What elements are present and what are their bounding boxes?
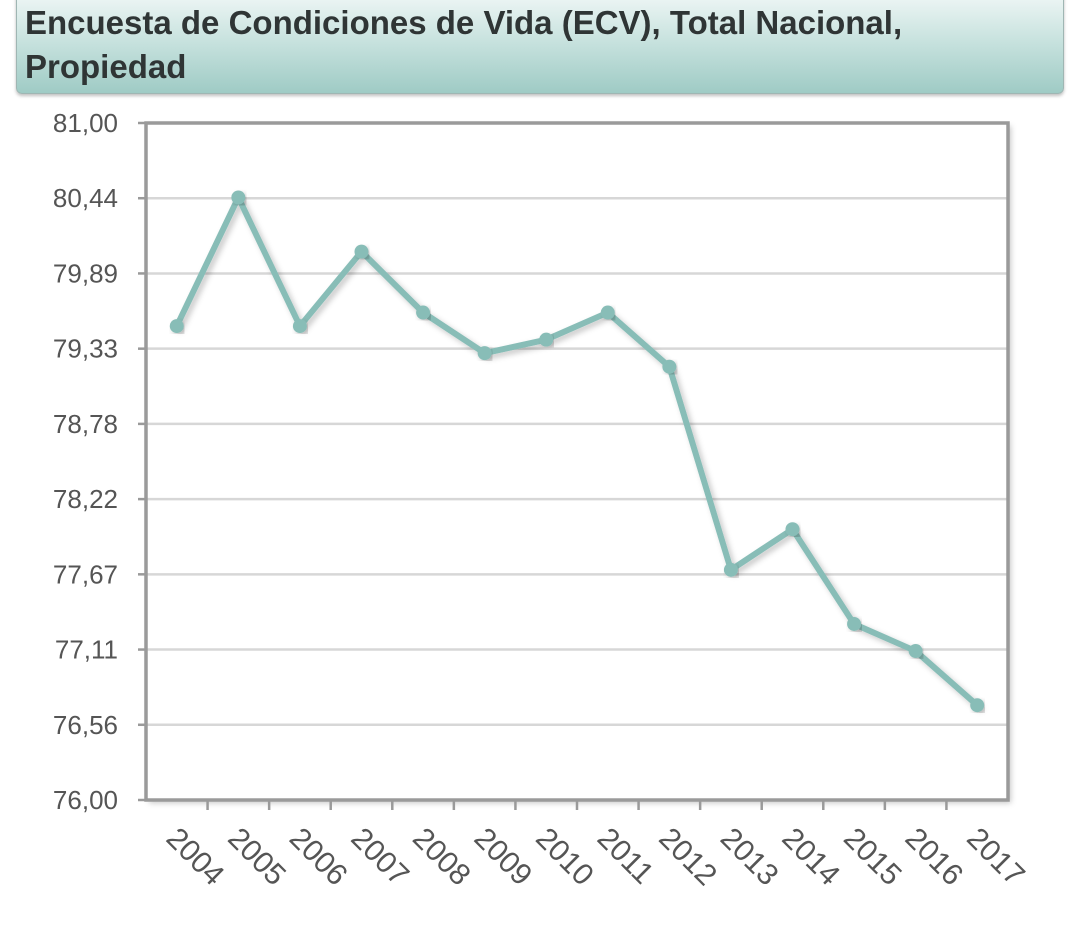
x-tick-label: 2015 bbox=[837, 822, 908, 893]
data-point bbox=[600, 305, 615, 320]
x-tick-label: 2009 bbox=[468, 822, 539, 893]
series-line bbox=[173, 194, 981, 709]
x-tick-label: 2007 bbox=[345, 822, 416, 893]
x-tick-label: 2016 bbox=[899, 822, 970, 893]
y-tick-label: 77,11 bbox=[55, 635, 118, 665]
data-point bbox=[416, 305, 431, 320]
data-point bbox=[354, 244, 369, 259]
chart-title-bar: Encuesta de Condiciones de Vida (ECV), T… bbox=[16, 0, 1064, 94]
data-point bbox=[539, 332, 554, 347]
y-tick-label: 81,00 bbox=[53, 108, 118, 138]
x-tick-label: 2014 bbox=[776, 822, 847, 893]
data-point bbox=[292, 319, 307, 334]
data-point bbox=[477, 346, 492, 361]
data-point bbox=[169, 319, 184, 334]
plot-border bbox=[144, 121, 1010, 802]
y-tick-label: 79,33 bbox=[53, 334, 118, 364]
data-point bbox=[785, 522, 800, 537]
data-point bbox=[723, 562, 738, 577]
x-tick-label: 2017 bbox=[960, 822, 1031, 893]
x-tick-label: 2013 bbox=[714, 822, 785, 893]
y-tick-label: 77,67 bbox=[53, 559, 118, 589]
y-tick-label: 78,78 bbox=[53, 409, 118, 439]
x-tick-label: 2010 bbox=[529, 822, 600, 893]
y-tick-label: 80,44 bbox=[53, 183, 118, 213]
y-tick-label: 79,89 bbox=[53, 258, 118, 288]
y-tick-label: 78,22 bbox=[53, 484, 118, 514]
chart-title: Encuesta de Condiciones de Vida (ECV), T… bbox=[25, 4, 903, 85]
x-tick-label: 2006 bbox=[283, 822, 354, 893]
data-point bbox=[231, 190, 246, 205]
x-tick-label: 2008 bbox=[406, 822, 477, 893]
data-point bbox=[662, 359, 677, 374]
y-tick-label: 76,56 bbox=[53, 710, 118, 740]
data-point bbox=[970, 698, 985, 713]
x-tick-label: 2012 bbox=[652, 822, 723, 893]
x-tick-label: 2011 bbox=[591, 822, 660, 891]
x-tick-label: 2005 bbox=[221, 822, 292, 893]
data-point bbox=[908, 644, 923, 659]
data-point bbox=[847, 616, 862, 631]
plot-area bbox=[146, 123, 1008, 800]
y-tick-label: 76,00 bbox=[53, 785, 118, 815]
x-tick-label: 2004 bbox=[160, 822, 231, 893]
